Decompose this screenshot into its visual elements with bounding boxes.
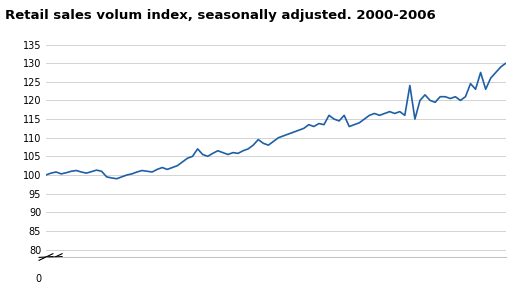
Text: Retail sales volum index, seasonally adjusted. 2000-2006: Retail sales volum index, seasonally adj… [5, 9, 436, 22]
